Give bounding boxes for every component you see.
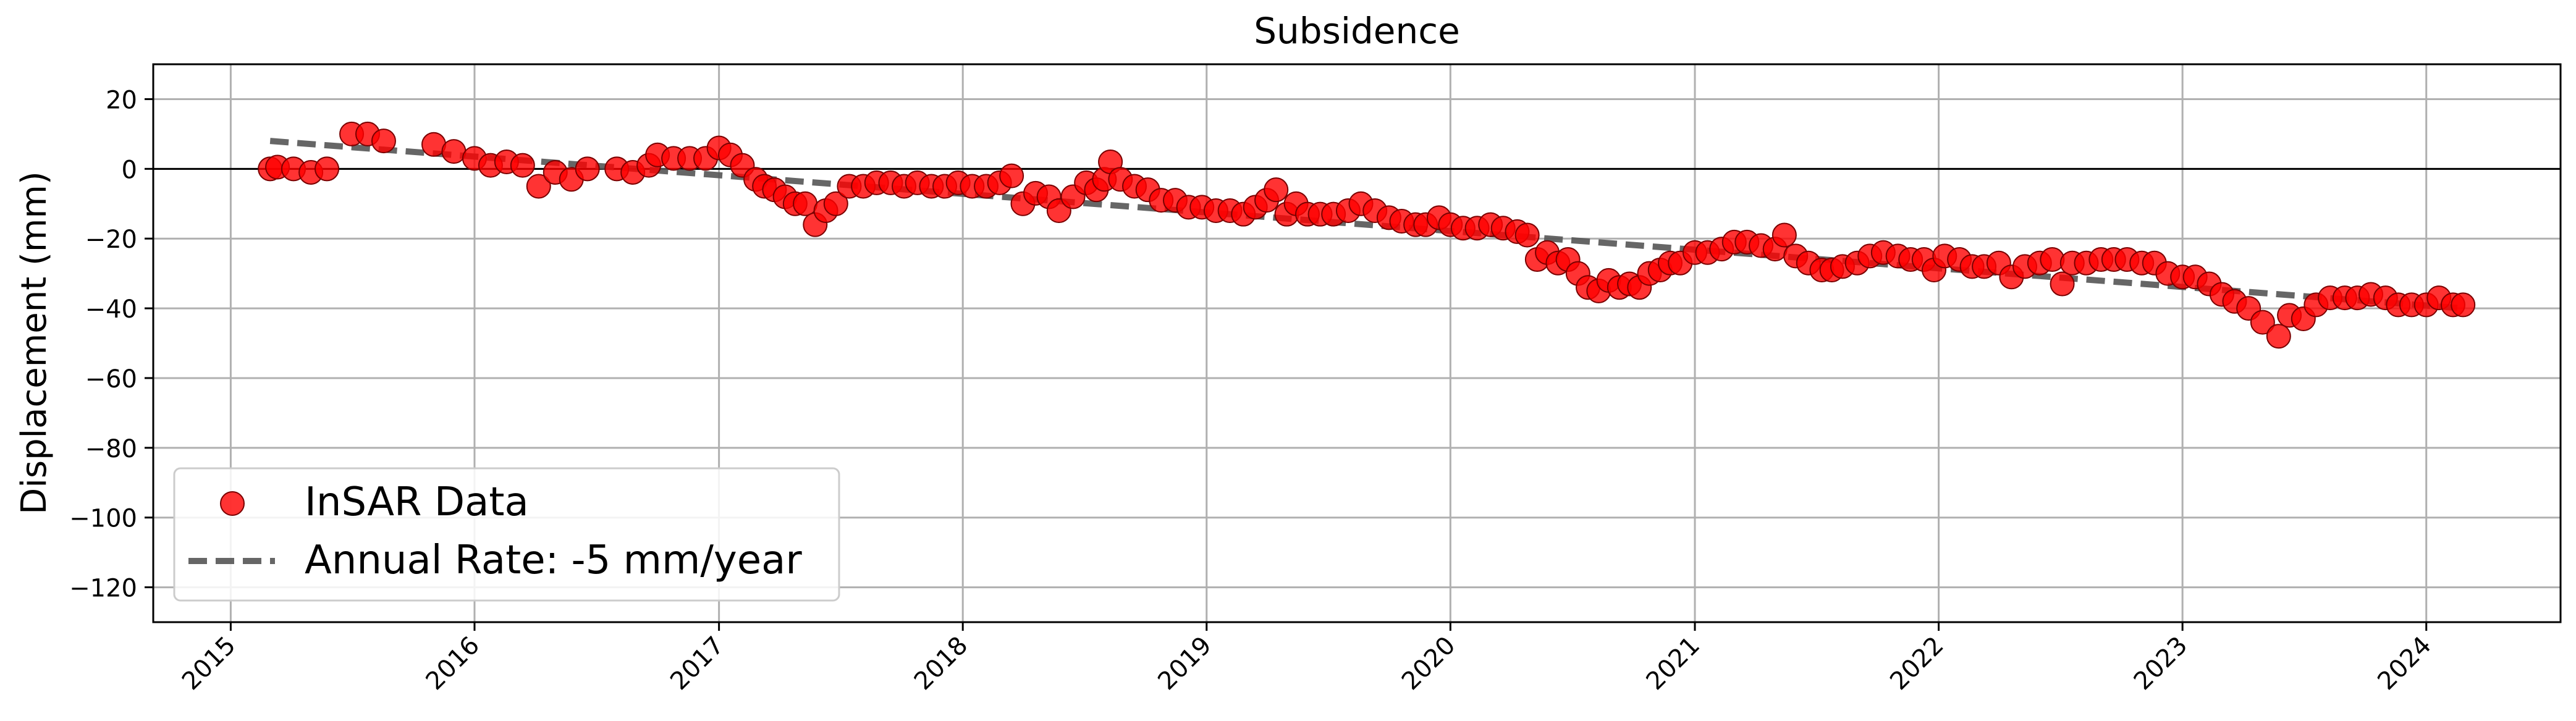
x-tick-label: 2024 xyxy=(2372,631,2437,696)
legend-marker-insar xyxy=(220,491,245,516)
y-axis-label: Displacement (mm) xyxy=(14,171,54,515)
legend-label-insar: InSAR Data xyxy=(305,479,529,525)
insar-point xyxy=(2250,310,2275,335)
x-tick-label: 2017 xyxy=(665,631,730,696)
insar-point xyxy=(823,191,848,216)
insar-point xyxy=(2050,271,2075,297)
x-tick-label: 2016 xyxy=(421,631,486,696)
insar-point xyxy=(510,153,535,178)
x-tick-label: 2018 xyxy=(909,631,974,696)
y-tick-label: −80 xyxy=(85,435,137,463)
ticks-layer: 20 0 −20 −40 −60 −80 −100 −120 2015 2016 2017 2018 2… xyxy=(69,86,2437,696)
y-tick-label: −40 xyxy=(85,295,137,324)
insar-points-layer xyxy=(258,121,2476,349)
insar-point xyxy=(793,191,818,216)
x-tick-label: 2021 xyxy=(1641,631,1706,696)
insar-point xyxy=(2451,292,2476,318)
insar-point xyxy=(1514,222,1540,248)
chart-title: Subsidence xyxy=(1254,10,1460,52)
y-tick-label: 20 xyxy=(106,86,137,114)
legend: InSAR Data Annual Rate: -5 mm/year xyxy=(173,467,840,602)
insar-point xyxy=(1772,222,1797,248)
insar-point xyxy=(441,139,467,164)
insar-point xyxy=(1264,177,1289,203)
x-tick-label: 2023 xyxy=(2129,631,2194,696)
insar-point xyxy=(371,129,396,154)
grid-layer xyxy=(153,64,2561,622)
insar-point xyxy=(2266,324,2291,349)
insar-point xyxy=(575,156,600,182)
insar-point xyxy=(999,163,1024,188)
y-tick-label: −100 xyxy=(69,505,137,533)
x-tick-label: 2022 xyxy=(1885,631,1949,696)
y-tick-label: −60 xyxy=(85,365,137,394)
y-tick-label: −120 xyxy=(69,575,137,603)
legend-box xyxy=(173,467,840,602)
x-tick-label: 2015 xyxy=(177,631,242,696)
y-tick-label: −20 xyxy=(85,226,137,254)
x-tick-label: 2019 xyxy=(1152,631,1217,696)
legend-label-annual-rate: Annual Rate: -5 mm/year xyxy=(305,538,802,583)
insar-point xyxy=(526,174,551,199)
x-tick-label: 2020 xyxy=(1396,631,1461,696)
plot-frame xyxy=(152,63,2562,623)
y-tick-label: 0 xyxy=(122,156,137,184)
insar-point xyxy=(315,156,340,182)
